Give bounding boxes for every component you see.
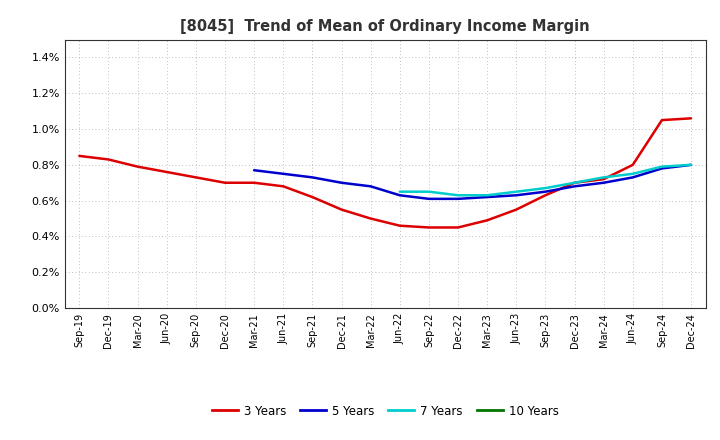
7 Years <box>657 164 666 169</box>
7 Years <box>687 162 696 168</box>
5 Years <box>629 175 637 180</box>
7 Years <box>425 189 433 194</box>
3 Years <box>425 225 433 230</box>
5 Years <box>366 183 375 189</box>
7 Years <box>395 189 404 194</box>
Line: 7 Years: 7 Years <box>400 165 691 195</box>
3 Years <box>541 193 550 198</box>
7 Years <box>454 193 462 198</box>
7 Years <box>599 175 608 180</box>
3 Years <box>454 225 462 230</box>
3 Years <box>163 169 171 175</box>
3 Years <box>220 180 229 185</box>
Line: 5 Years: 5 Years <box>254 165 691 199</box>
3 Years <box>570 180 579 185</box>
3 Years <box>104 157 113 162</box>
3 Years <box>192 175 200 180</box>
7 Years <box>570 180 579 185</box>
7 Years <box>629 171 637 176</box>
3 Years <box>395 223 404 228</box>
Line: 3 Years: 3 Years <box>79 118 691 227</box>
7 Years <box>483 193 492 198</box>
3 Years <box>250 180 258 185</box>
3 Years <box>75 153 84 158</box>
5 Years <box>541 189 550 194</box>
3 Years <box>133 164 142 169</box>
5 Years <box>308 175 317 180</box>
5 Years <box>425 196 433 202</box>
5 Years <box>599 180 608 185</box>
5 Years <box>337 180 346 185</box>
5 Years <box>687 162 696 168</box>
3 Years <box>308 194 317 200</box>
3 Years <box>599 176 608 182</box>
7 Years <box>512 189 521 194</box>
5 Years <box>570 183 579 189</box>
5 Years <box>279 171 287 176</box>
5 Years <box>657 166 666 171</box>
3 Years <box>366 216 375 221</box>
3 Years <box>687 116 696 121</box>
3 Years <box>279 183 287 189</box>
3 Years <box>629 162 637 168</box>
Title: [8045]  Trend of Mean of Ordinary Income Margin: [8045] Trend of Mean of Ordinary Income … <box>181 19 590 34</box>
5 Years <box>512 193 521 198</box>
7 Years <box>541 186 550 191</box>
5 Years <box>454 196 462 202</box>
3 Years <box>337 207 346 212</box>
3 Years <box>512 207 521 212</box>
5 Years <box>250 168 258 173</box>
5 Years <box>395 193 404 198</box>
Legend: 3 Years, 5 Years, 7 Years, 10 Years: 3 Years, 5 Years, 7 Years, 10 Years <box>207 400 564 422</box>
5 Years <box>483 194 492 200</box>
3 Years <box>657 117 666 123</box>
3 Years <box>483 218 492 223</box>
